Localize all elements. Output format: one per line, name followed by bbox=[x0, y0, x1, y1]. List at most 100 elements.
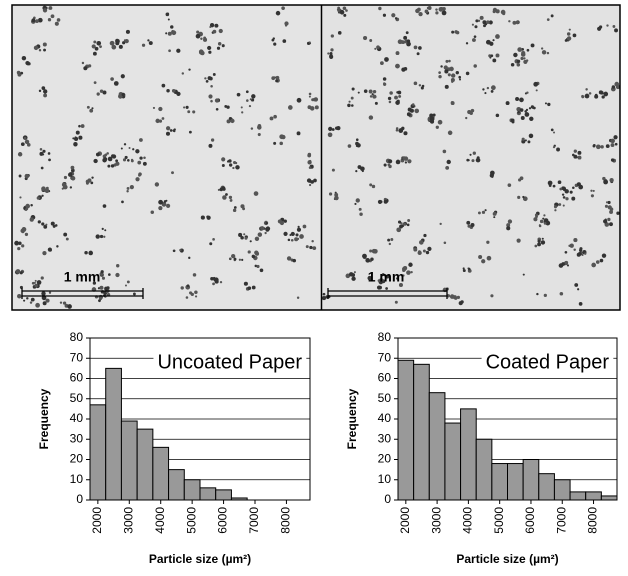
bar bbox=[553, 479, 571, 501]
particle bbox=[505, 101, 510, 106]
particle bbox=[462, 269, 466, 273]
particle bbox=[161, 117, 165, 120]
particle bbox=[519, 108, 524, 112]
particle bbox=[254, 250, 259, 255]
particle bbox=[141, 43, 146, 47]
particle bbox=[418, 11, 423, 17]
particle bbox=[165, 126, 171, 131]
particle bbox=[565, 197, 569, 201]
particle bbox=[609, 222, 613, 227]
particle bbox=[572, 186, 575, 190]
particle bbox=[221, 44, 225, 48]
particle bbox=[363, 89, 368, 93]
particle bbox=[530, 43, 535, 48]
particle bbox=[417, 250, 422, 255]
particle bbox=[269, 116, 274, 121]
particle bbox=[520, 56, 524, 61]
particle bbox=[561, 186, 566, 191]
particle bbox=[396, 277, 399, 280]
particle bbox=[506, 226, 511, 231]
particle bbox=[406, 270, 411, 275]
particle bbox=[449, 66, 454, 72]
particle bbox=[415, 8, 420, 14]
particle bbox=[495, 34, 500, 39]
particle bbox=[525, 108, 529, 112]
particle bbox=[281, 6, 285, 10]
particle bbox=[355, 198, 360, 203]
particle bbox=[384, 57, 389, 62]
particle bbox=[93, 158, 98, 164]
particle bbox=[296, 131, 301, 136]
particle bbox=[407, 159, 412, 164]
particle bbox=[139, 138, 143, 142]
particle bbox=[41, 194, 44, 197]
particle bbox=[45, 223, 48, 226]
particle bbox=[20, 71, 24, 75]
particle bbox=[45, 298, 50, 303]
bar bbox=[105, 367, 122, 501]
y-tick-label: 20 bbox=[70, 452, 84, 466]
particle bbox=[183, 106, 186, 109]
particle bbox=[502, 12, 506, 16]
particle bbox=[544, 102, 547, 105]
particle bbox=[383, 199, 388, 204]
particle bbox=[381, 273, 385, 276]
particle bbox=[553, 205, 558, 209]
particle bbox=[584, 93, 590, 99]
particle bbox=[54, 224, 58, 227]
particle bbox=[566, 32, 571, 36]
particle bbox=[14, 240, 19, 246]
particle bbox=[345, 9, 348, 12]
particle bbox=[614, 142, 618, 146]
particle bbox=[368, 89, 373, 94]
particle bbox=[465, 71, 470, 76]
particle bbox=[535, 89, 538, 92]
particle bbox=[195, 33, 201, 39]
particle bbox=[443, 65, 448, 70]
particle bbox=[208, 94, 213, 99]
particle bbox=[398, 128, 404, 133]
particle bbox=[407, 219, 411, 222]
particle bbox=[376, 45, 380, 49]
particle bbox=[396, 99, 400, 103]
particle bbox=[447, 130, 453, 136]
particle bbox=[29, 217, 34, 222]
particle bbox=[273, 141, 277, 145]
x-tick-label: 3000 bbox=[429, 507, 443, 534]
particle bbox=[42, 301, 47, 306]
particle bbox=[427, 6, 432, 10]
particle bbox=[124, 284, 127, 287]
particle bbox=[605, 144, 610, 149]
y-tick-label: 60 bbox=[70, 371, 84, 385]
particle bbox=[36, 280, 42, 285]
particle bbox=[573, 238, 578, 243]
particle bbox=[581, 95, 585, 99]
particle bbox=[163, 200, 167, 203]
particle bbox=[328, 126, 333, 132]
particle bbox=[192, 273, 197, 277]
particle bbox=[537, 239, 541, 243]
particle bbox=[478, 254, 483, 259]
particle bbox=[217, 42, 222, 46]
particle bbox=[533, 217, 538, 222]
particle bbox=[557, 180, 562, 185]
particle bbox=[102, 204, 107, 208]
particle bbox=[33, 45, 39, 51]
particle bbox=[24, 173, 30, 179]
particle bbox=[230, 118, 235, 124]
particle bbox=[388, 100, 392, 104]
micrograph-uncoated bbox=[12, 5, 321, 310]
scale-bar bbox=[21, 288, 448, 299]
particle bbox=[188, 68, 191, 71]
particle bbox=[231, 254, 236, 259]
particle bbox=[240, 106, 243, 109]
particle bbox=[260, 226, 265, 231]
particle bbox=[538, 224, 542, 228]
particle bbox=[403, 66, 408, 71]
particle bbox=[516, 59, 521, 64]
particle bbox=[200, 50, 205, 56]
particle bbox=[172, 129, 176, 132]
particle bbox=[342, 6, 347, 11]
bar bbox=[538, 473, 555, 501]
